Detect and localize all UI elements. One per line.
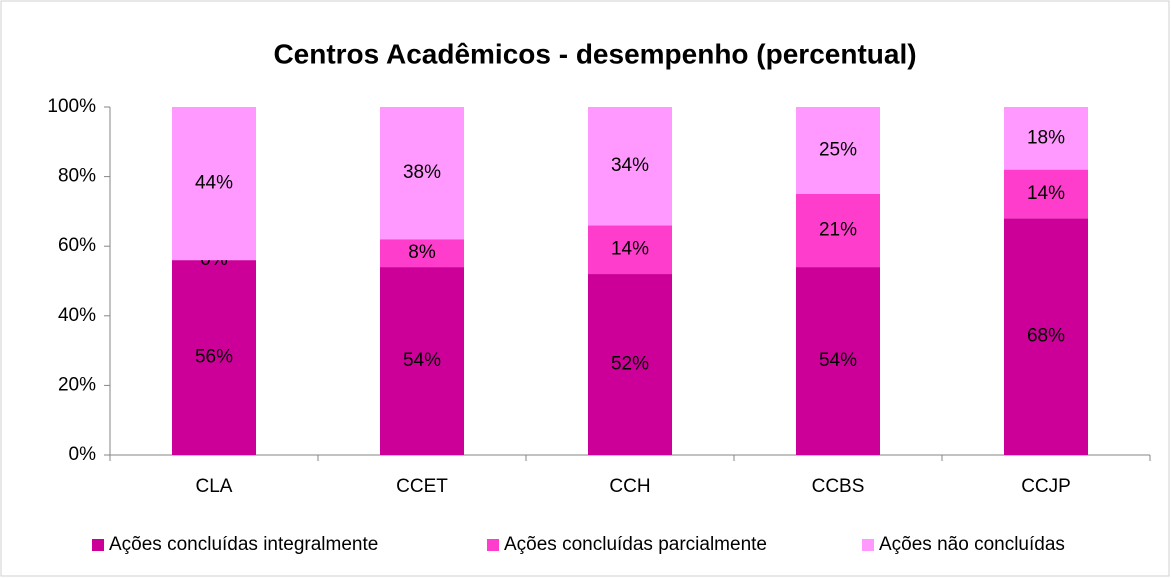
- bar-segment: [172, 260, 256, 455]
- data-label: 68%: [1027, 326, 1065, 347]
- bar-segment: [1004, 107, 1088, 170]
- data-label: 14%: [1027, 183, 1065, 204]
- data-label: 21%: [819, 220, 857, 241]
- legend-swatch: [92, 539, 104, 551]
- x-tick-label: CLA: [196, 476, 233, 497]
- legend-swatch: [862, 539, 874, 551]
- bar-segment: [380, 267, 464, 455]
- bar-segment: [796, 267, 880, 455]
- bar-segment: [588, 225, 672, 275]
- data-label: 38%: [403, 162, 441, 183]
- data-label: 8%: [408, 242, 436, 263]
- legend-swatch: [487, 539, 499, 551]
- legend-label: Ações concluídas integralmente: [109, 534, 378, 555]
- y-tick-label: 0%: [69, 444, 97, 465]
- data-label: 54%: [819, 350, 857, 371]
- x-tick-label: CCET: [396, 476, 448, 497]
- data-label: 44%: [195, 173, 233, 194]
- y-tick-label: 60%: [58, 235, 96, 256]
- data-label: 18%: [1027, 127, 1065, 148]
- data-label: 56%: [195, 347, 233, 368]
- data-label: 14%: [611, 239, 649, 260]
- data-label: 34%: [611, 155, 649, 176]
- bar-segment: [588, 107, 672, 226]
- y-tick-label: 20%: [58, 374, 96, 395]
- x-tick-label: CCH: [609, 476, 650, 497]
- x-tick-label: CCJP: [1021, 476, 1071, 497]
- bar-segment: [380, 239, 464, 268]
- bar-segment: [588, 274, 672, 455]
- chart-title: Centros Acadêmicos - desempenho (percent…: [273, 38, 916, 69]
- bar-segment: [1004, 169, 1088, 219]
- y-tick-label: 40%: [58, 305, 96, 326]
- bar-segment: [1004, 218, 1088, 455]
- data-label: 52%: [611, 354, 649, 375]
- legend-label: Ações não concluídas: [879, 534, 1065, 555]
- data-label: 54%: [403, 350, 441, 371]
- y-tick-label: 100%: [47, 96, 96, 117]
- x-tick-label: CCBS: [812, 476, 865, 497]
- bar-segment: [796, 194, 880, 268]
- legend-label: Ações concluídas parcialmente: [504, 534, 767, 555]
- bar-segment: [172, 107, 256, 261]
- bar-segment: [380, 107, 464, 240]
- y-tick-label: 80%: [58, 166, 96, 187]
- data-label: 25%: [819, 140, 857, 161]
- bar-segment: [796, 107, 880, 194]
